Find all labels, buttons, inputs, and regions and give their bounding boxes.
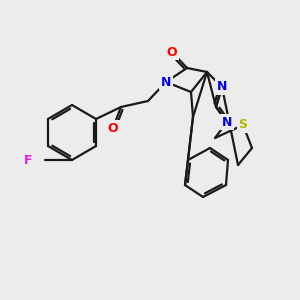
Text: N: N (222, 116, 232, 128)
Text: F: F (24, 154, 32, 166)
Text: O: O (108, 122, 118, 134)
Text: O: O (167, 46, 177, 59)
Text: N: N (161, 76, 171, 88)
Text: S: S (238, 118, 247, 131)
Text: N: N (217, 80, 227, 94)
